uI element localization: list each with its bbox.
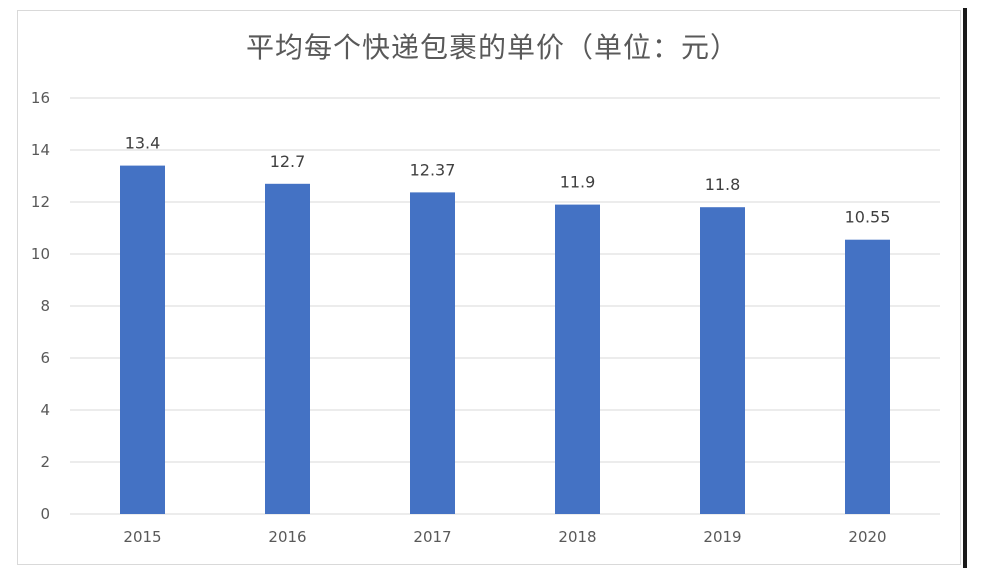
bar [700,207,745,514]
y-axis-ticks: 0 2 4 6 8 10 12 14 16 [31,89,50,523]
bar [555,204,600,514]
bar [265,183,310,515]
x-tick-label: 2020 [848,528,886,546]
gridlines [70,97,940,515]
x-tick-label: 2017 [413,528,451,546]
x-axis-ticks: 2015 2016 2017 2018 2019 2020 [123,528,886,546]
y-tick-label: 4 [40,401,50,419]
chart-title: 平均每个快递包裹的单价（单位：元） [245,31,739,64]
x-tick-label: 2015 [123,528,161,546]
y-tick-label: 8 [40,297,50,315]
y-tick-label: 16 [31,89,50,107]
data-label: 11.9 [560,173,596,192]
bar [845,239,890,514]
y-tick-label: 6 [40,349,50,367]
window-edge [963,8,967,568]
bar [410,192,455,514]
data-label: 12.7 [270,152,306,171]
data-label: 13.4 [125,134,161,153]
data-labels: 13.4 12.7 12.37 11.9 11.8 10.55 [125,134,891,227]
x-tick-label: 2018 [558,528,596,546]
y-tick-label: 10 [31,245,50,263]
data-label: 11.8 [705,175,741,194]
x-tick-label: 2019 [703,528,741,546]
x-tick-label: 2016 [268,528,306,546]
chart-panel [17,10,961,565]
bars [120,165,890,515]
y-tick-label: 0 [40,505,50,523]
y-tick-label: 2 [40,453,50,471]
y-tick-label: 12 [31,193,50,211]
y-tick-label: 14 [31,141,50,159]
bar [120,165,165,514]
data-label: 10.55 [845,208,891,227]
data-label: 12.37 [410,160,456,179]
